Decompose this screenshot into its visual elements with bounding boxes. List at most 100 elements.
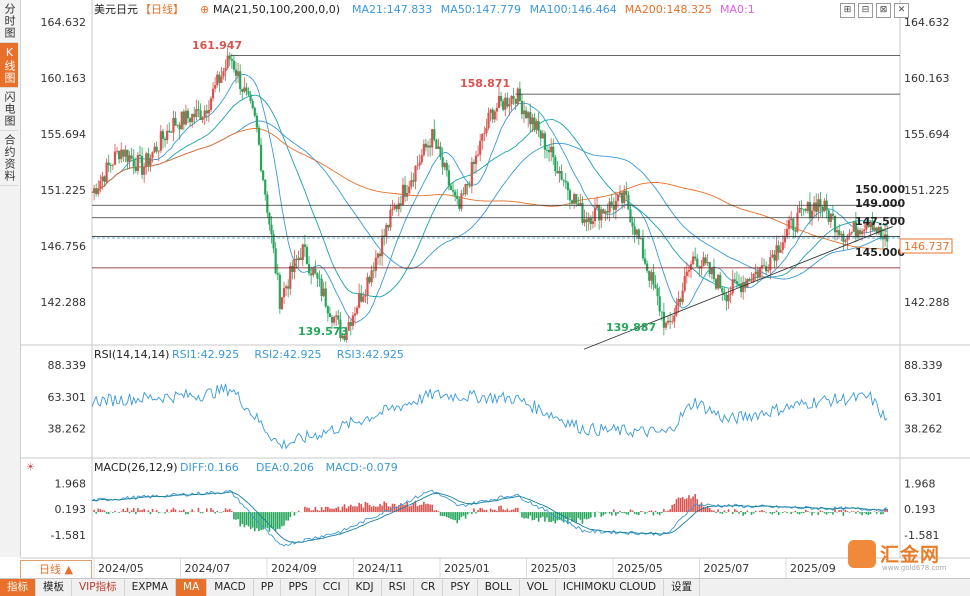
candle-body — [875, 227, 878, 234]
candle-body — [241, 89, 244, 92]
candle-body — [186, 110, 190, 119]
tab-timeshare[interactable]: 分时图 — [0, 0, 18, 43]
toolbar-item-4[interactable]: MA — [176, 579, 208, 596]
candle-body — [725, 294, 728, 302]
macd-axis: 1.968 1.968 0.193 0.193 -1.581 -1.581 — [51, 477, 940, 542]
tab-lightning[interactable]: 闪电图 — [0, 88, 18, 131]
toolbar-item-11[interactable]: CR — [414, 579, 444, 596]
toolbar-item-8[interactable]: CCI — [316, 579, 349, 596]
candle-body — [508, 104, 511, 107]
candle-body — [232, 60, 236, 70]
toolbar-item-0[interactable]: 指标 — [0, 579, 36, 596]
candle-body — [481, 133, 484, 141]
price-tick-left: 146.756 — [41, 240, 87, 253]
candle-body — [666, 320, 670, 323]
annotation-low-139573: 139.573 — [298, 325, 348, 338]
candle-body — [858, 230, 862, 235]
candle-body — [514, 98, 517, 104]
candle-body — [687, 270, 691, 272]
candle-body — [485, 127, 488, 134]
candle-body — [520, 101, 524, 115]
close-icon[interactable]: ✕ — [894, 3, 909, 18]
candle-body — [180, 111, 183, 130]
toolbar-item-3[interactable]: EXPMA — [125, 579, 177, 596]
candle-body — [660, 311, 663, 313]
candle-body — [844, 240, 847, 242]
candle-body — [184, 110, 188, 125]
fullscreen-icon[interactable]: ⊠ — [876, 3, 891, 18]
candle-body — [773, 254, 776, 261]
ma-indicator-label: MA(21,50,100,200,0,0) — [213, 3, 340, 16]
ma-line-3 — [91, 128, 888, 250]
candle-body — [737, 283, 741, 285]
candle-body — [474, 155, 478, 164]
candle-body — [107, 162, 110, 166]
candle-body — [689, 264, 693, 271]
candle-body — [120, 149, 123, 160]
price-tick-right: 142.288 — [904, 296, 950, 309]
x-axis: 2024/05 2024/07 2024/09 2024/11 2025/01 2025/… — [93, 558, 836, 578]
candle-body — [714, 279, 718, 289]
candle-body — [445, 162, 448, 171]
macd-value-2: MACD:-0.079 — [326, 461, 398, 474]
candle-body — [577, 203, 580, 206]
candle-body — [662, 312, 665, 328]
zoom-out-icon[interactable]: ⊟ — [858, 3, 873, 18]
macd-gear-icon[interactable]: ☀ — [26, 462, 35, 473]
indicator-toolbar: 指标 模板 VIP指标 EXPMA MA MACD PP PPS CCI KDJ RSI CR PSY B… — [0, 578, 970, 596]
candle-body — [276, 273, 279, 275]
candle-body — [756, 271, 759, 278]
candle-body — [758, 268, 761, 278]
candle-body — [564, 180, 567, 183]
toolbar-item-1[interactable]: 模板 — [36, 579, 72, 596]
toolbar-item-6[interactable]: PP — [254, 579, 282, 596]
candle-body — [873, 227, 876, 231]
toolbar-item-16[interactable]: 设置 — [664, 579, 701, 596]
zoom-in-icon[interactable]: ⊞ — [840, 3, 855, 18]
period-selector-button[interactable]: 日线 ▲ — [20, 560, 92, 579]
horizontal-levels — [92, 55, 900, 350]
candle-body — [867, 224, 870, 227]
candle-body — [122, 149, 125, 157]
toolbar-item-13[interactable]: BOLL — [478, 579, 520, 596]
candle-body — [201, 117, 204, 120]
candle-body — [345, 330, 348, 340]
candle-body — [856, 230, 860, 238]
price-chart[interactable]: 美元日元 【日线】 ⊕ MA(21,50,100,200,0,0) MA21:1… — [20, 0, 970, 578]
toolbar-item-15[interactable]: ICHIMOKU CLOUD — [556, 579, 665, 596]
toolbar-item-12[interactable]: PSY — [443, 579, 478, 596]
candle-body — [393, 205, 396, 209]
candle-body — [754, 271, 757, 274]
candle-body — [696, 258, 699, 268]
macd-diff-line — [91, 489, 888, 547]
candle-body — [368, 277, 371, 283]
candle-body — [272, 234, 275, 249]
candle-body — [539, 130, 542, 139]
candle-body — [850, 231, 853, 234]
x-tick-label: 2025/05 — [617, 562, 663, 575]
candle-body — [176, 124, 179, 126]
settings-icon[interactable]: ⊕ — [200, 3, 209, 16]
candle-body — [209, 98, 213, 110]
candle-body — [742, 282, 745, 293]
candle-body — [395, 205, 398, 210]
tab-contract-info[interactable]: 合约资料 — [0, 131, 18, 186]
toolbar-item-2[interactable]: VIP指标 — [72, 579, 125, 596]
macd-tick-left: 1.968 — [55, 477, 87, 490]
candle-body — [132, 158, 135, 167]
candle-body — [679, 298, 682, 302]
toolbar-item-5[interactable]: MACD — [207, 579, 254, 596]
toolbar-item-9[interactable]: KDJ — [349, 579, 382, 596]
candle-body — [767, 269, 770, 272]
toolbar-item-14[interactable]: VOL — [520, 579, 556, 596]
candle-body — [792, 218, 795, 231]
candle-body — [287, 286, 290, 289]
candle-body — [330, 316, 334, 323]
candle-body — [205, 110, 208, 114]
candle-body — [136, 154, 140, 171]
ma-values-legend: MA21:147.833 MA50:147.779 MA100:146.464 MA2… — [352, 3, 755, 16]
toolbar-item-10[interactable]: RSI — [382, 579, 414, 596]
tab-kline[interactable]: K线图 — [0, 43, 18, 88]
candle-body — [159, 131, 162, 151]
toolbar-item-7[interactable]: PPS — [281, 579, 316, 596]
